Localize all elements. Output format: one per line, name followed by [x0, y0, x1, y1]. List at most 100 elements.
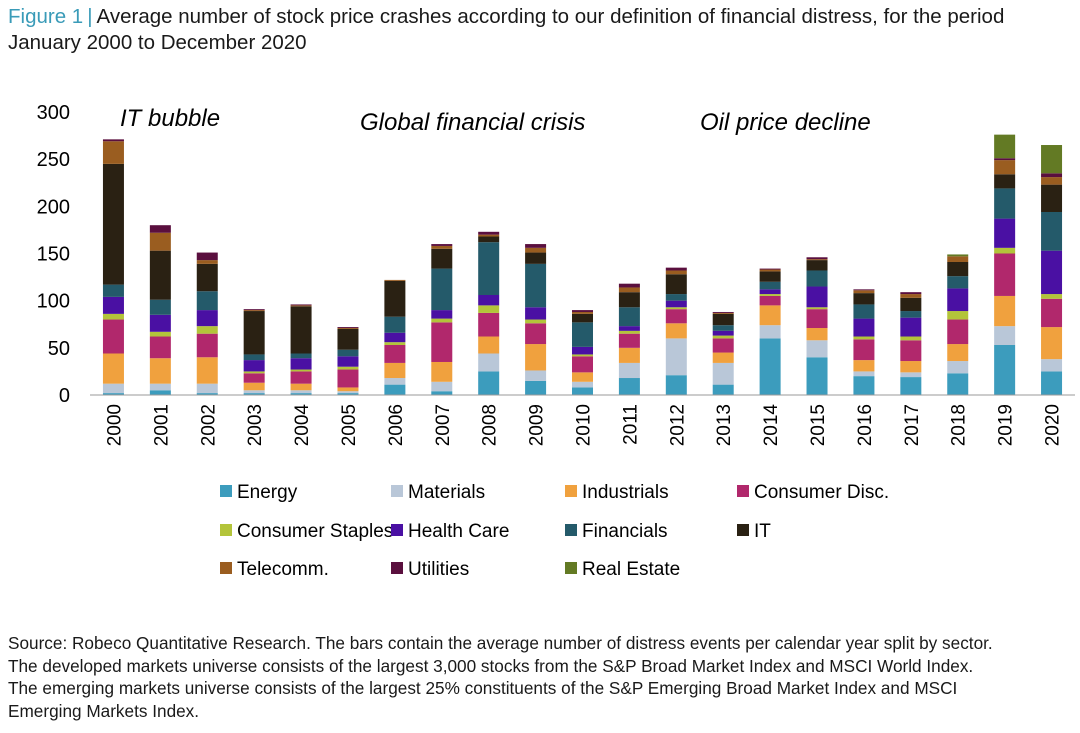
bar-2000-it: [103, 164, 124, 285]
bar-2000-consumer-staples: [103, 314, 124, 320]
bar-2002-materials: [197, 384, 218, 393]
bar-2004-it: [291, 306, 312, 353]
bar-2012-consumer-staples: [666, 307, 687, 309]
annotation-global-financial-crisis: Global financial crisis: [360, 109, 585, 136]
bar-2011-health-care: [619, 326, 640, 331]
bar-2007-it: [431, 249, 452, 269]
y-tick-label: 0: [59, 385, 70, 407]
bar-2019-industrials: [994, 296, 1015, 326]
bar-2018-it: [947, 262, 968, 276]
bar-2017-telecomm: [900, 294, 921, 298]
bar-2015-industrials: [807, 328, 828, 340]
bar-2019-consumer-disc: [994, 254, 1015, 296]
bar-2010-industrials: [572, 372, 593, 381]
bar-2017-consumer-staples: [900, 337, 921, 341]
bar-2008-health-care: [478, 295, 499, 305]
bar-2015-energy: [807, 357, 828, 395]
bar-2012-consumer-disc: [666, 309, 687, 323]
legend-swatch-materials: [391, 485, 403, 497]
bar-2016-health-care: [853, 319, 874, 337]
bar-2011-industrials: [619, 348, 640, 363]
legend-label-consumer-staples: Consumer Staples: [237, 521, 393, 542]
annotations: IT bubble Global financial crisis Oil pric…: [120, 105, 871, 136]
legend-label-consumer-disc: Consumer Disc.: [754, 482, 889, 503]
bar-2020-utilities: [1041, 173, 1062, 177]
bar-2011-financials: [619, 307, 640, 326]
bar-2013-consumer-staples: [713, 336, 734, 339]
bar-2013-materials: [713, 363, 734, 385]
legend-label-industrials: Industrials: [582, 482, 669, 503]
bar-2016-it: [853, 293, 874, 304]
bar-2011-utilities: [619, 284, 640, 288]
bar-2003-telecomm: [244, 310, 265, 311]
bar-2019-it: [994, 174, 1015, 188]
bar-2013-energy: [713, 385, 734, 395]
annotation-it-bubble: IT bubble: [120, 105, 220, 132]
bar-2009-health-care: [525, 307, 546, 319]
bar-2017-it: [900, 298, 921, 311]
bar-2007-consumer-staples: [431, 319, 452, 323]
bar-2012-utilities: [666, 268, 687, 271]
bar-2002-it: [197, 264, 218, 291]
bar-2012-energy: [666, 375, 687, 395]
bar-2002-health-care: [197, 310, 218, 326]
bar-2012-industrials: [666, 323, 687, 338]
bar-2005-financials: [337, 350, 358, 357]
bar-2011-consumer-staples: [619, 331, 640, 334]
bar-2007-health-care: [431, 310, 452, 318]
bar-2018-telecomm: [947, 256, 968, 262]
bar-2015-consumer-staples: [807, 307, 828, 309]
bar-2006-consumer-staples: [384, 342, 405, 345]
y-axis: 050100150200250300: [37, 102, 70, 407]
bar-2011-consumer-disc: [619, 334, 640, 348]
bar-2009-telecomm: [525, 248, 546, 253]
bar-2014-industrials: [760, 305, 781, 325]
bar-2001-it: [150, 251, 171, 300]
bar-2000-health-care: [103, 297, 124, 314]
bar-2016-consumer-staples: [853, 337, 874, 340]
y-tick-label: 300: [37, 102, 70, 124]
bar-2014-consumer-disc: [760, 296, 781, 305]
bar-2012-financials: [666, 294, 687, 301]
bar-2014-health-care: [760, 289, 781, 294]
bar-2008-telecomm: [478, 235, 499, 237]
bar-2010-financials: [572, 322, 593, 347]
bar-2017-health-care: [900, 318, 921, 337]
bar-2009-utilities: [525, 244, 546, 248]
x-tick-label: 2007: [433, 404, 454, 446]
bar-2000-telecomm: [103, 141, 124, 164]
bar-2017-energy: [900, 377, 921, 395]
bar-2014-it: [760, 271, 781, 281]
bar-2005-telecomm: [337, 328, 358, 329]
bar-2013-utilities: [713, 312, 734, 313]
source-line-2: The developed markets universe consists …: [8, 655, 1076, 678]
legend-swatch-energy: [220, 485, 232, 497]
bar-2009-industrials: [525, 344, 546, 370]
bar-2014-financials: [760, 282, 781, 290]
bar-2000-materials: [103, 384, 124, 393]
bar-2019-utilities: [994, 158, 1015, 160]
bar-2010-consumer-disc: [572, 356, 593, 372]
bars: [103, 135, 1062, 395]
legend-swatch-real-estate: [565, 562, 577, 574]
bar-2004-materials: [291, 390, 312, 393]
bar-2017-financials: [900, 311, 921, 318]
bar-2002-industrials: [197, 357, 218, 383]
bar-2015-telecomm: [807, 259, 828, 260]
x-tick-label: 2018: [949, 404, 970, 446]
bar-2001-materials: [150, 384, 171, 391]
bar-2015-health-care: [807, 287, 828, 308]
bar-2016-industrials: [853, 360, 874, 371]
bar-2000-industrials: [103, 353, 124, 383]
x-tick-label: 2014: [761, 404, 782, 447]
annotation-oil-price-decline: Oil price decline: [700, 109, 871, 136]
legend: Energy Materials Industrials Consumer Disc.…: [220, 482, 889, 580]
bar-2002-utilities: [197, 253, 218, 261]
legend-label-financials: Financials: [582, 521, 668, 542]
bar-2019-energy: [994, 345, 1015, 395]
bar-2014-materials: [760, 325, 781, 338]
source-line-3: The emerging markets universe consists o…: [8, 677, 1076, 700]
bar-2003-materials: [244, 390, 265, 393]
bar-2014-utilities: [760, 269, 781, 270]
bar-2010-consumer-staples: [572, 354, 593, 356]
